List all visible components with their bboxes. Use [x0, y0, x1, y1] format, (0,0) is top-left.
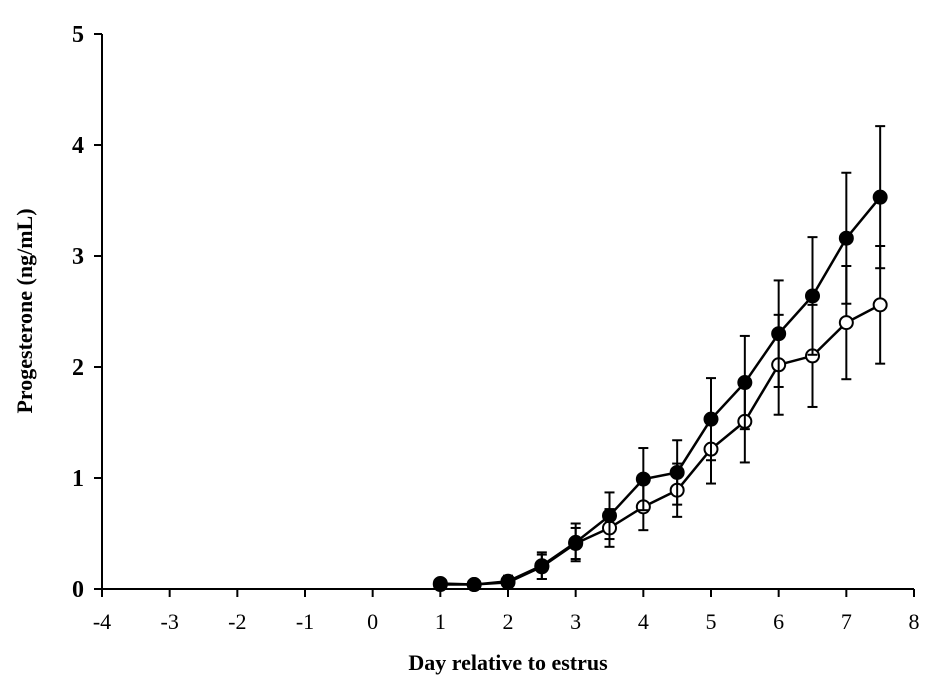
data-point-filled [872, 189, 888, 205]
y-tick-label: 3 [72, 244, 84, 270]
series-line [440, 303, 881, 586]
series-filled-circle [432, 125, 888, 593]
x-tick-label: 6 [773, 609, 784, 634]
data-point-filled [466, 577, 482, 593]
x-tick-label: 4 [638, 609, 649, 634]
data-point-open [838, 315, 854, 331]
series-line [440, 196, 882, 586]
x-tick-label: 7 [841, 609, 852, 634]
y-tick-label: 2 [72, 355, 84, 381]
y-tick-label: 5 [72, 22, 84, 48]
x-tick-label: -2 [228, 609, 246, 634]
x-tick-label: 2 [503, 609, 514, 634]
data-point-filled [805, 288, 820, 304]
data-point-filled [703, 411, 719, 427]
data-point-filled [771, 326, 787, 342]
x-tick-label: 5 [706, 609, 717, 634]
data-point-open [872, 297, 888, 313]
data-point-filled [838, 230, 854, 246]
x-tick-label: 1 [435, 609, 446, 634]
x-tick-label: 8 [909, 609, 920, 634]
x-tick-label: -3 [161, 609, 179, 634]
data-point-filled [635, 471, 651, 487]
data-point-filled [737, 375, 753, 391]
y-tick-label: 1 [72, 466, 84, 492]
y-tick-label: 0 [72, 577, 84, 603]
x-tick-label: 3 [570, 609, 581, 634]
x-axis-title: Day relative to estrus [408, 650, 608, 675]
axes: -4 -3 -2 -1 0 1 2 3 4 5 6 7 8 0 1 2 3 4 5 [72, 22, 920, 634]
x-tick-label: -4 [93, 609, 111, 634]
data-point-filled [500, 573, 516, 589]
x-tick-label: -1 [296, 609, 314, 634]
data-point-filled [534, 558, 550, 574]
data-point-filled [432, 575, 448, 591]
y-axis-title: Progesterone (ng/mL) [12, 208, 37, 413]
data-point-filled [669, 464, 685, 480]
series-layer [432, 125, 888, 593]
y-tick-label: 4 [72, 133, 84, 159]
data-point-filled [602, 508, 617, 524]
x-tick-label: 0 [367, 609, 378, 634]
data-point-filled [568, 534, 584, 550]
